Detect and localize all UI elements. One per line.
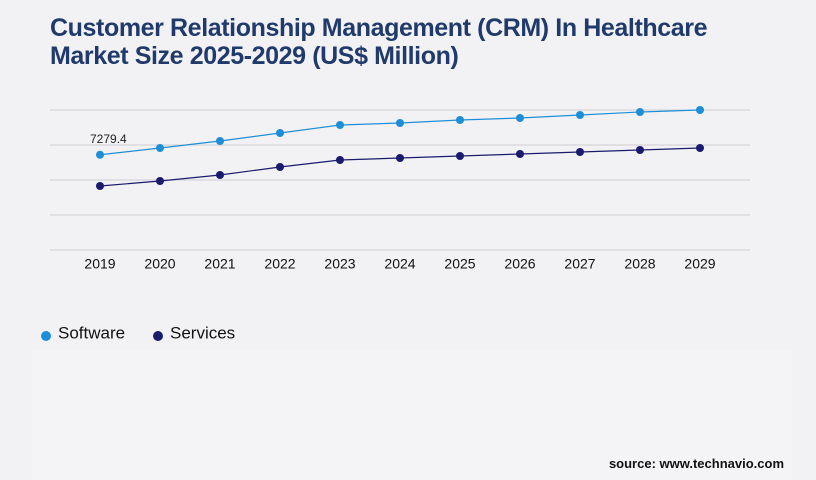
source: source: www.technavio.com	[608, 456, 784, 471]
data-point	[156, 143, 164, 152]
chart-title: Customer Relationship Management (CRM) I…	[50, 14, 708, 70]
data-point	[336, 121, 344, 130]
data-point	[336, 155, 344, 164]
data-point	[216, 171, 224, 180]
x-tick-label: 2028	[624, 256, 655, 272]
legend-marker	[41, 331, 51, 341]
data-point	[396, 119, 404, 128]
x-tick-label: 2024	[384, 256, 415, 272]
data-point	[456, 152, 464, 161]
data-label: 7279.4	[90, 132, 127, 146]
legend-label: Services	[170, 323, 235, 342]
x-tick-label: 2026	[504, 256, 535, 272]
data-point	[516, 114, 524, 123]
data-point	[636, 145, 644, 154]
x-tick-label: 2027	[564, 256, 595, 272]
panel	[32, 350, 792, 480]
data-point	[396, 153, 404, 162]
x-tick-label: 2022	[264, 256, 295, 272]
data-point	[516, 150, 524, 159]
data-point	[276, 162, 284, 171]
x-tick-label: 2025	[444, 256, 475, 272]
legend-marker	[153, 331, 163, 341]
series-line	[99, 109, 701, 156]
x-tick-label: 2021	[204, 256, 235, 272]
data-point	[576, 148, 584, 156]
data-point	[636, 108, 644, 117]
x-tick-label: 2019	[84, 256, 115, 272]
data-point	[576, 110, 584, 119]
x-tick-label: 2023	[324, 256, 355, 272]
data-point	[456, 116, 464, 125]
data-point	[696, 143, 704, 152]
x-tick-label: 2029	[684, 256, 715, 272]
data-point	[216, 136, 224, 145]
legend-label: Software	[58, 323, 125, 342]
data-point	[96, 150, 104, 159]
x-tick-label: 2020	[144, 256, 175, 272]
data-point	[276, 129, 284, 138]
data-point	[96, 182, 104, 191]
data-point	[696, 106, 704, 114]
data-point	[156, 176, 164, 185]
